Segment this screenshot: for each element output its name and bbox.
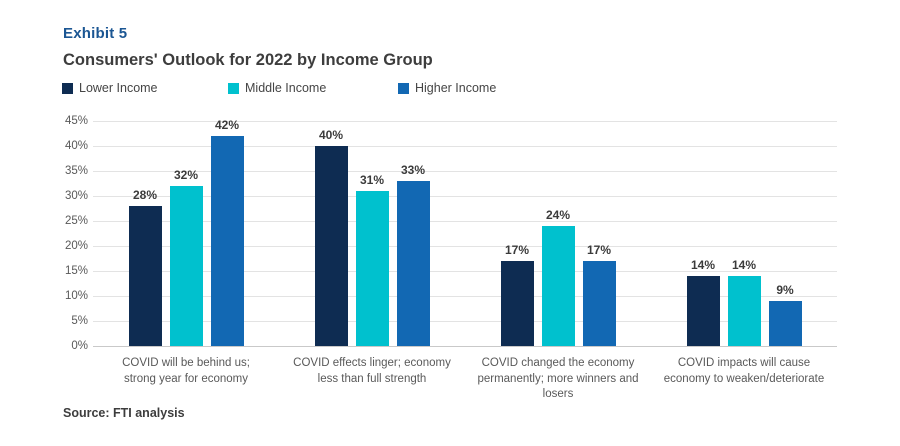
y-tick-label: 15% (64, 265, 88, 277)
gridline-25 (93, 221, 837, 222)
bar-group-2: 40% 31% 33% (279, 121, 465, 346)
bar-higher-income-g1 (210, 136, 244, 346)
y-tick-label: 5% (71, 315, 88, 327)
legend-swatch-middle-income (228, 82, 239, 94)
bar-lower-income-g4 (686, 276, 720, 346)
legend-item-middle-income: Middle Income (228, 81, 326, 95)
gridline-30 (93, 196, 837, 197)
legend-label-middle-income: Middle Income (245, 81, 327, 95)
legend: Lower Income Middle Income Higher Income (0, 81, 900, 99)
y-tick-label: 10% (64, 290, 88, 302)
bar-middle-income-g3 (541, 226, 575, 346)
exhibit-label: Exhibit 5 (63, 25, 128, 42)
category-label-1: COVID will be behind us; strong year for… (122, 357, 250, 385)
gridline-40 (93, 146, 837, 147)
bar-value-label: 33% (400, 163, 426, 177)
y-tick-label: 0% (71, 340, 88, 352)
bar-value-label: 14% (690, 258, 716, 272)
gridline-45 (93, 121, 837, 122)
bar-higher-income-g2 (396, 181, 430, 346)
bar-middle-income-g2 (355, 191, 389, 346)
bar-group-1: 28% 32% 42% (93, 118, 279, 346)
y-tick-label: 45% (64, 115, 88, 127)
legend-swatch-lower-income (62, 82, 73, 94)
gridline-10 (93, 296, 837, 297)
legend-swatch-higher-income (398, 82, 409, 94)
bar-lower-income-g1 (128, 206, 162, 346)
bar-value-label: 9% (776, 283, 794, 297)
category-label-3: COVID changed the economy permanently; m… (477, 357, 639, 401)
bar-value-label: 14% (731, 258, 757, 272)
y-tick-label: 40% (64, 140, 88, 152)
y-tick-label: 25% (64, 215, 88, 227)
gridline-15 (93, 271, 837, 272)
bar-group-4: 14% 14% 9% (651, 121, 837, 346)
legend-item-lower-income: Lower Income (62, 81, 158, 95)
bar-higher-income-g3 (582, 261, 616, 346)
bar-group-3: 17% 24% 17% (465, 121, 651, 346)
category-label-2: COVID effects linger; economy less than … (293, 357, 451, 385)
plot-area: 28% 32% 42% 40% 31% 33% 17% 24% 17% 14% 14% 9% (93, 118, 837, 347)
bar-value-label: 17% (504, 243, 530, 257)
bar-value-label: 40% (318, 128, 344, 142)
bar-value-label: 32% (173, 168, 199, 182)
category-label-4: COVID impacts will cause economy to weak… (663, 357, 825, 385)
bar-lower-income-g3 (500, 261, 534, 346)
legend-item-higher-income: Higher Income (398, 81, 496, 95)
legend-label-higher-income: Higher Income (415, 81, 497, 95)
y-tick-label: 20% (64, 240, 88, 252)
bar-value-label: 42% (214, 118, 240, 132)
bar-lower-income-g2 (314, 146, 348, 346)
bar-higher-income-g4 (768, 301, 802, 346)
chart-title: Consumers' Outlook for 2022 by Income Gr… (63, 51, 433, 69)
bar-value-label: 17% (586, 243, 612, 257)
bar-value-label: 31% (359, 173, 385, 187)
bar-value-label: 28% (132, 188, 158, 202)
gridline-20 (93, 246, 837, 247)
bar-middle-income-g1 (169, 186, 203, 346)
bar-value-label: 24% (545, 208, 571, 222)
gridline-5 (93, 321, 837, 322)
y-tick-label: 35% (64, 165, 88, 177)
y-tick-label: 30% (64, 190, 88, 202)
legend-label-lower-income: Lower Income (79, 81, 158, 95)
bar-middle-income-g4 (727, 276, 761, 346)
gridline-35 (93, 171, 837, 172)
source-note: Source: FTI analysis (63, 406, 185, 420)
